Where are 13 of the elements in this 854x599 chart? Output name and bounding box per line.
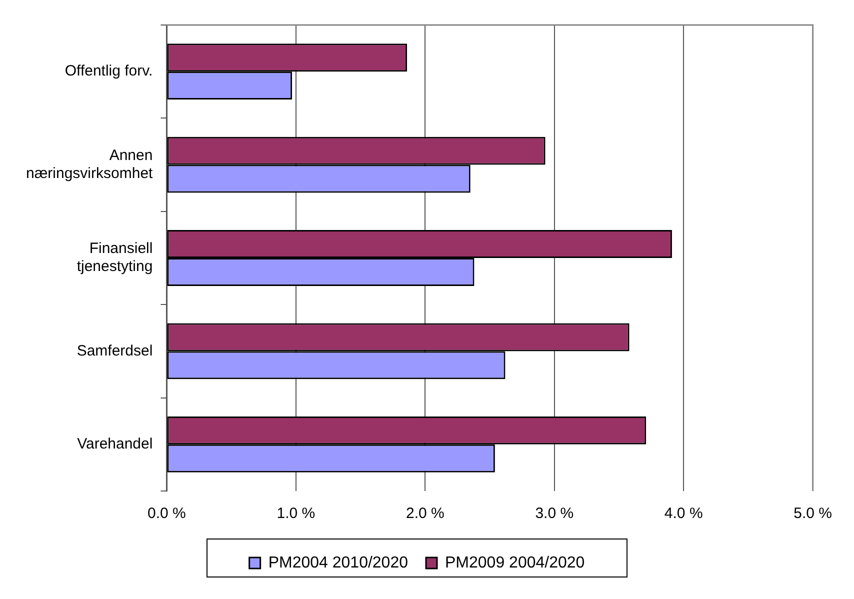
legend-label: PM2004 2010/2020 bbox=[268, 554, 408, 572]
y-tick-label: Annen næringsvirksomhet bbox=[26, 146, 154, 182]
x-tick-label: 0.0 % bbox=[148, 505, 186, 522]
y-tick-label: Offentlig forv. bbox=[64, 62, 153, 80]
x-tick-label: 4.0 % bbox=[664, 505, 703, 522]
legend-label: PM2009 2004/2020 bbox=[445, 554, 585, 572]
x-tick-label: 3.0 % bbox=[535, 505, 574, 522]
x-tick-label: 5.0 % bbox=[794, 505, 832, 522]
y-tick-label: Varehandel bbox=[77, 436, 153, 453]
y-tick-label: Samferdsel bbox=[76, 342, 153, 360]
y-tick-label: Finansiell tjenestyting bbox=[76, 240, 153, 276]
x-tick-label: 1.0 % bbox=[276, 505, 316, 522]
x-tick-label: 2.0 % bbox=[406, 505, 444, 522]
